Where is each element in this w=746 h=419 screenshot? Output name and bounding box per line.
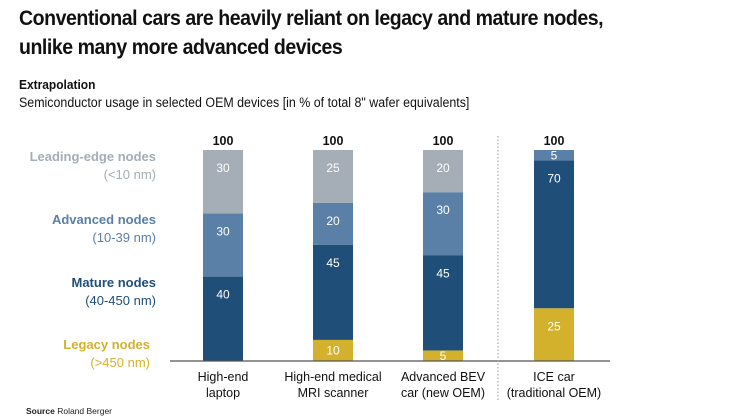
bar-value-label: 30 <box>216 161 230 175</box>
bar-value-label: 5 <box>440 349 447 363</box>
bar-segment <box>313 150 353 203</box>
bar-value-label: 5 <box>551 149 558 163</box>
bar-value-label: 25 <box>547 319 561 333</box>
bar-segment <box>203 276 243 361</box>
bar-segment <box>423 350 463 361</box>
category-label: (traditional OEM) <box>507 386 601 400</box>
category-label: laptop <box>206 386 240 400</box>
bar-total-label: 100 <box>544 134 565 148</box>
bar-value-label: 20 <box>326 214 340 228</box>
labels-group: 40 30 30 100 High-end laptop 10 45 20 25 100 High-e… <box>198 134 602 400</box>
bar-segment <box>313 244 353 340</box>
bar-segment <box>534 160 574 309</box>
bar-value-label: 30 <box>436 203 450 217</box>
source-value: Roland Berger <box>57 406 113 416</box>
legend-leading-edge-name: Leading-edge nodes <box>29 149 156 164</box>
chart-subhead: Extrapolation <box>19 77 96 92</box>
category-label: MRI scanner <box>298 386 369 400</box>
bar-segment <box>203 213 243 277</box>
bar-value-label: 25 <box>326 161 340 175</box>
bar-segment <box>423 255 463 351</box>
chart-subtitle: Semiconductor usage in selected OEM devi… <box>19 95 470 110</box>
legend-legacy: Legacy nodes (>450 nm) <box>63 336 150 372</box>
chart-title: Conventional cars are heavily reliant on… <box>19 4 689 62</box>
category-label: High-end <box>198 370 249 384</box>
bar-total-label: 100 <box>323 134 344 148</box>
bar-segment <box>534 150 574 161</box>
bar-value-label: 70 <box>547 172 561 186</box>
source-label: Source <box>26 406 55 416</box>
legend-advanced-range: (10-39 nm) <box>92 230 156 245</box>
bar-segment <box>534 308 574 361</box>
legend-mature-range: (40-450 nm) <box>85 293 156 308</box>
source-note: Source Roland Berger <box>26 406 112 416</box>
legend-advanced-name: Advanced nodes <box>51 212 156 227</box>
legend-leading-edge: Leading-edge nodes (<10 nm) <box>30 148 156 184</box>
bar-value-label: 20 <box>436 161 450 175</box>
bar-segment <box>313 339 353 361</box>
bar-segment <box>313 202 353 245</box>
category-label: car (new OEM) <box>401 386 485 400</box>
bar-value-label: 40 <box>216 288 230 302</box>
legend-legacy-range: (>450 nm) <box>90 355 150 370</box>
bars-group <box>203 150 574 361</box>
legend-advanced: Advanced nodes (10-39 nm) <box>52 211 156 247</box>
legend-mature: Mature nodes (40-450 nm) <box>71 274 156 310</box>
bar-segment <box>423 192 463 256</box>
chart-title-line-2: unlike many more advanced devices <box>19 36 343 59</box>
category-label: High-end medical <box>284 370 381 384</box>
bar-value-label: 30 <box>216 224 230 238</box>
bar-total-label: 100 <box>433 134 454 148</box>
bar-total-label: 100 <box>213 134 234 148</box>
legend-mature-name: Mature nodes <box>71 275 156 290</box>
chart-title-line-1: Conventional cars are heavily reliant on… <box>19 7 604 30</box>
bar-value-label: 45 <box>436 267 450 281</box>
bar-segment <box>203 150 243 214</box>
category-label: Advanced BEV <box>401 370 486 384</box>
legend-leading-edge-range: (<10 nm) <box>103 167 156 182</box>
category-label: ICE car <box>533 370 575 384</box>
legend-legacy-name: Legacy nodes <box>63 337 150 352</box>
bar-value-label: 10 <box>326 343 340 357</box>
bar-value-label: 45 <box>326 256 340 270</box>
bar-segment <box>423 150 463 193</box>
